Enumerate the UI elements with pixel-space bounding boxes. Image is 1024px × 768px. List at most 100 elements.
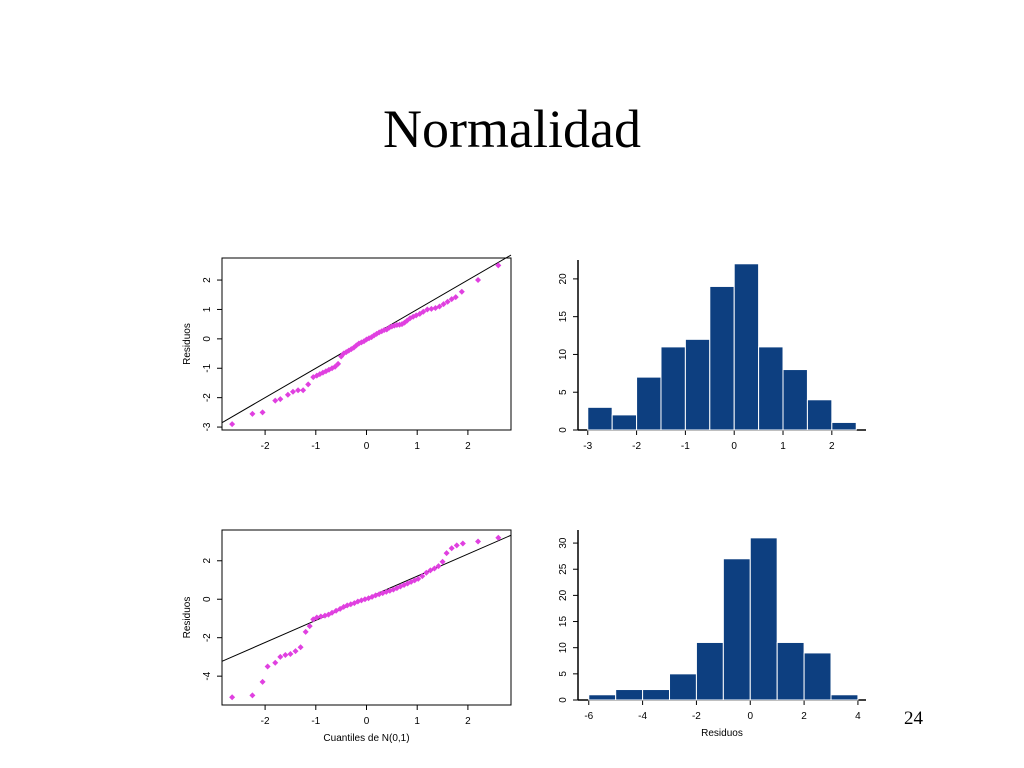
histogram-bar [636,376,662,431]
data-point [495,262,502,269]
y-tick-label: -4 [202,671,213,680]
data-point [420,308,427,315]
data-point [277,653,284,660]
y-tick-label: 5 [558,389,569,395]
data-point [448,296,455,303]
x-tick-label: 0 [364,716,370,727]
histogram-bar [749,537,778,701]
data-point [452,294,459,301]
histogram-bar [669,673,697,701]
histogram-bar [806,399,833,431]
data-point [292,648,299,655]
data-point [297,644,304,651]
y-tick-label: -3 [202,422,213,431]
x-tick-label: 2 [465,716,471,727]
y-tick-label: 10 [558,348,569,360]
y-tick-label: 5 [558,671,569,677]
page-number: 24 [904,708,923,729]
x-tick-label: -4 [638,711,647,722]
data-point [475,538,482,545]
data-point [458,288,465,295]
y-tick-label: -1 [202,363,213,372]
y-tick-label: 20 [558,589,569,601]
x-tick-label: -2 [632,441,641,452]
histogram-bar [660,346,686,431]
data-point [306,623,313,630]
histogram-bar [831,421,857,431]
data-point [289,388,296,395]
data-point [443,550,450,557]
data-point [259,409,266,416]
histogram-bar [588,694,617,701]
y-tick-label: 30 [558,537,569,549]
data-point [249,410,256,417]
data-point [448,545,455,552]
slide-title: Normalidad [383,99,641,159]
y-axis-label: Residuos [182,597,193,639]
data-point [431,565,438,572]
data-point [444,298,451,305]
data-point [424,306,431,313]
data-point [436,303,443,310]
data-point [335,360,342,367]
y-tick-label: 20 [558,273,569,285]
data-point [495,534,502,541]
histogram-bar [776,641,805,701]
histogram-bar [803,652,832,701]
data-point [277,396,284,403]
x-tick-label: 2 [801,711,807,722]
x-tick-label: -2 [692,711,701,722]
data-point [287,651,294,658]
x-tick-label: 1 [414,716,420,727]
data-point [272,659,279,666]
y-tick-label: 0 [202,596,213,602]
histogram-bar [642,689,671,701]
data-point [419,573,426,580]
y-tick-label: 15 [558,311,569,323]
data-point [264,663,271,670]
data-point [428,305,435,312]
data-point [317,613,324,620]
data-point [440,301,447,308]
y-tick-label: 1 [202,306,213,312]
x-tick-label: 0 [731,441,737,452]
data-point [284,391,291,398]
x-tick-label: -3 [583,441,592,452]
y-tick-label: 0 [558,697,569,703]
x-tick-label: -1 [311,716,320,727]
x-tick-label: -1 [681,441,690,452]
x-tick-label: -2 [261,441,270,452]
x-tick-label: 0 [747,711,753,722]
y-tick-label: 15 [558,616,569,628]
y-tick-label: 2 [202,558,213,564]
data-point [423,569,430,576]
y-tick-label: 0 [558,427,569,433]
x-tick-label: 1 [414,441,420,452]
data-point [305,381,312,388]
y-tick-label: -2 [202,633,213,642]
y-tick-label: -2 [202,393,213,402]
data-point [229,694,236,701]
data-point [300,387,307,394]
data-point [272,397,279,404]
x-tick-label: -6 [584,711,593,722]
data-point [439,558,446,565]
data-point [435,563,442,570]
histogram-bar [733,263,760,431]
x-tick-label: 0 [364,441,370,452]
y-axis-label: Residuos [182,323,193,365]
data-point [453,542,460,549]
histogram-bar [830,694,859,701]
x-tick-label: -2 [261,716,270,727]
data-point [313,614,320,621]
y-tick-label: 0 [202,336,213,342]
data-point [259,678,266,685]
x-tick-label: -1 [311,441,320,452]
data-point [282,652,289,658]
data-point [459,540,466,547]
histogram-bar [695,641,724,701]
